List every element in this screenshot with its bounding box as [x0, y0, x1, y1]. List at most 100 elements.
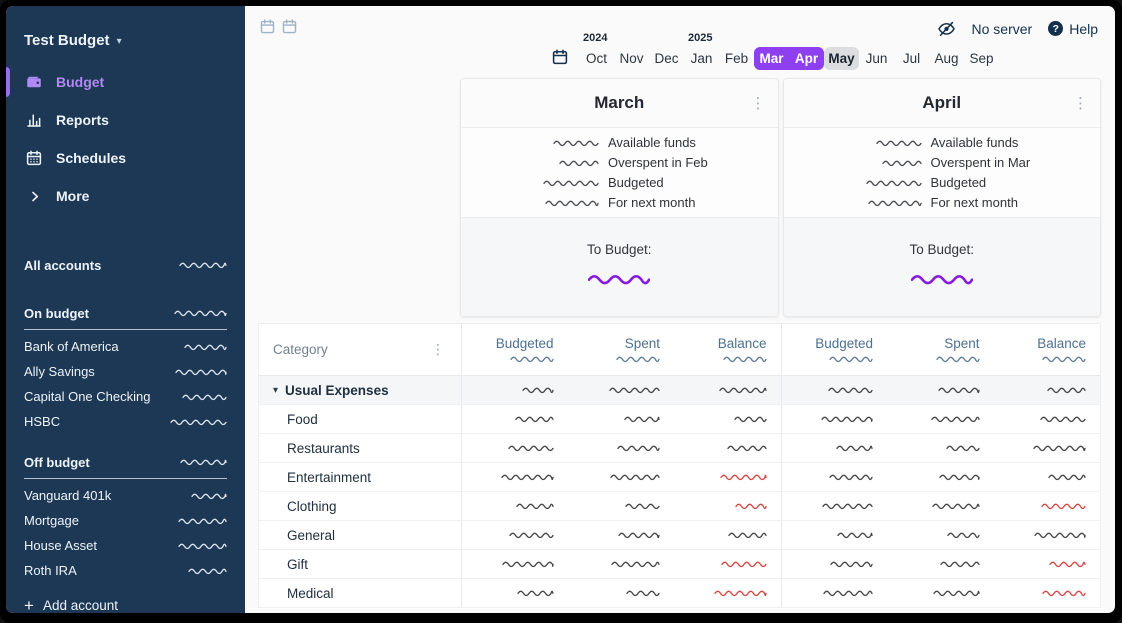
- balance-cell[interactable]: [994, 492, 1101, 520]
- category-row-clothing[interactable]: Clothing: [259, 492, 1100, 521]
- account-ally-savings[interactable]: Ally Savings: [6, 359, 245, 384]
- server-status-button[interactable]: No server: [972, 21, 1033, 37]
- collapse-triangle-icon[interactable]: ▾: [273, 384, 279, 396]
- spent-cell[interactable]: [887, 492, 994, 520]
- month-button-jan[interactable]: Jan: [690, 51, 713, 66]
- balance-cell[interactable]: [674, 579, 781, 607]
- spent-cell[interactable]: [887, 376, 994, 404]
- month-button-feb[interactable]: Feb: [724, 51, 749, 66]
- budgeted-cell[interactable]: [461, 550, 568, 578]
- budgeted-cell[interactable]: [461, 492, 568, 520]
- budgeted-cell[interactable]: [780, 550, 888, 578]
- sidebar-item-reports[interactable]: Reports: [6, 101, 245, 139]
- category-row-general[interactable]: General: [259, 521, 1100, 550]
- budgeted-cell[interactable]: [461, 579, 568, 607]
- spent-cell[interactable]: [568, 492, 675, 520]
- month-button-mar[interactable]: Mar: [754, 47, 789, 70]
- budget-name-menu[interactable]: Test Budget ▾: [6, 6, 245, 63]
- category-row-gift[interactable]: Gift: [259, 550, 1100, 579]
- account-all-accounts[interactable]: All accounts: [6, 251, 245, 279]
- balance-cell[interactable]: [994, 434, 1101, 462]
- budgeted-cell[interactable]: [780, 463, 888, 491]
- balance-cell[interactable]: [994, 405, 1101, 433]
- category-group-row-usual-expenses[interactable]: ▾ Usual Expenses: [259, 376, 1100, 405]
- add-account-button[interactable]: + Add account: [6, 583, 245, 613]
- spent-cell[interactable]: [568, 550, 675, 578]
- month-button-jul[interactable]: Jul: [902, 51, 921, 66]
- category-row-restaurants[interactable]: Restaurants: [259, 434, 1100, 463]
- sidebar-item-budget[interactable]: Budget: [6, 63, 245, 101]
- account-bank-of-america[interactable]: Bank of America: [6, 334, 245, 359]
- category-row-entertainment[interactable]: Entertainment: [259, 463, 1100, 492]
- balance-cell[interactable]: [674, 405, 781, 433]
- privacy-toggle-button[interactable]: [937, 19, 956, 38]
- balance-cell[interactable]: [674, 492, 781, 520]
- account-vanguard-401k[interactable]: Vanguard 401k: [6, 483, 245, 508]
- account-mortgage[interactable]: Mortgage: [6, 508, 245, 533]
- budgeted-cell[interactable]: [780, 521, 888, 549]
- to-budget-amount[interactable]: [588, 273, 651, 285]
- budgeted-cell[interactable]: [780, 434, 888, 462]
- balance-cell[interactable]: [994, 579, 1101, 607]
- sidebar-item-more[interactable]: More: [6, 177, 245, 215]
- summary-row: Budgeted: [784, 173, 1101, 192]
- budgeted-cell[interactable]: [461, 434, 568, 462]
- spent-cell[interactable]: [887, 579, 994, 607]
- card-menu-button[interactable]: ⋮: [750, 95, 766, 112]
- more-months-button[interactable]: [281, 18, 298, 35]
- spent-cell[interactable]: [887, 463, 994, 491]
- category-row-medical[interactable]: Medical: [259, 579, 1100, 608]
- month-button-jun[interactable]: Jun: [865, 51, 888, 66]
- balance-cell[interactable]: [994, 463, 1101, 491]
- budgeted-cell[interactable]: [780, 579, 888, 607]
- budgeted-cell[interactable]: [461, 521, 568, 549]
- budgeted-cell[interactable]: [461, 405, 568, 433]
- fewer-months-button[interactable]: [259, 18, 276, 35]
- column-header-balance: Balance: [674, 324, 781, 375]
- month-button-apr[interactable]: Apr: [789, 47, 824, 70]
- account-house-asset[interactable]: House Asset: [6, 533, 245, 558]
- balance-cell[interactable]: [994, 521, 1101, 549]
- budgeted-cell[interactable]: [461, 463, 568, 491]
- budgeted-cell[interactable]: [461, 376, 568, 404]
- balance-cell[interactable]: [674, 550, 781, 578]
- budgeted-cell[interactable]: [780, 376, 888, 404]
- month-button-nov[interactable]: Nov: [619, 51, 644, 66]
- spent-cell[interactable]: [568, 579, 675, 607]
- balance-cell[interactable]: [994, 550, 1101, 578]
- account-section-on-budget[interactable]: On budget: [6, 299, 245, 327]
- balance-cell[interactable]: [674, 434, 781, 462]
- spent-cell[interactable]: [887, 550, 994, 578]
- account-roth-ira[interactable]: Roth IRA: [6, 558, 245, 583]
- account-capital-one-checking[interactable]: Capital One Checking: [6, 384, 245, 409]
- account-hsbc[interactable]: HSBC: [6, 409, 245, 434]
- spent-cell[interactable]: [568, 405, 675, 433]
- balance-cell[interactable]: [674, 463, 781, 491]
- balance-cell[interactable]: [674, 376, 781, 404]
- spent-cell[interactable]: [568, 434, 675, 462]
- help-button[interactable]: Help: [1048, 21, 1098, 37]
- month-button-oct[interactable]: Oct: [585, 51, 607, 66]
- category-row-food[interactable]: Food: [259, 405, 1100, 434]
- account-section-off-budget[interactable]: Off budget: [6, 448, 245, 476]
- month-button-sep[interactable]: Sep: [969, 51, 994, 66]
- account-label: Mortgage: [24, 513, 79, 528]
- month-button-may[interactable]: May: [824, 47, 859, 70]
- spent-cell[interactable]: [568, 463, 675, 491]
- spent-cell[interactable]: [568, 376, 675, 404]
- category-menu-button[interactable]: ⋮: [431, 341, 445, 357]
- to-budget-amount[interactable]: [910, 273, 973, 285]
- sidebar-item-schedules[interactable]: Schedules: [6, 139, 245, 177]
- balance-cell[interactable]: [674, 521, 781, 549]
- month-button-dec[interactable]: Dec: [654, 51, 679, 66]
- spent-cell[interactable]: [887, 405, 994, 433]
- month-button-aug[interactable]: Aug: [934, 51, 959, 66]
- calendar-icon[interactable]: [551, 48, 569, 66]
- spent-cell[interactable]: [568, 521, 675, 549]
- card-menu-button[interactable]: ⋮: [1073, 95, 1088, 112]
- budgeted-cell[interactable]: [780, 492, 888, 520]
- balance-cell[interactable]: [994, 376, 1101, 404]
- budgeted-cell[interactable]: [780, 405, 888, 433]
- spent-cell[interactable]: [887, 434, 994, 462]
- spent-cell[interactable]: [887, 521, 994, 549]
